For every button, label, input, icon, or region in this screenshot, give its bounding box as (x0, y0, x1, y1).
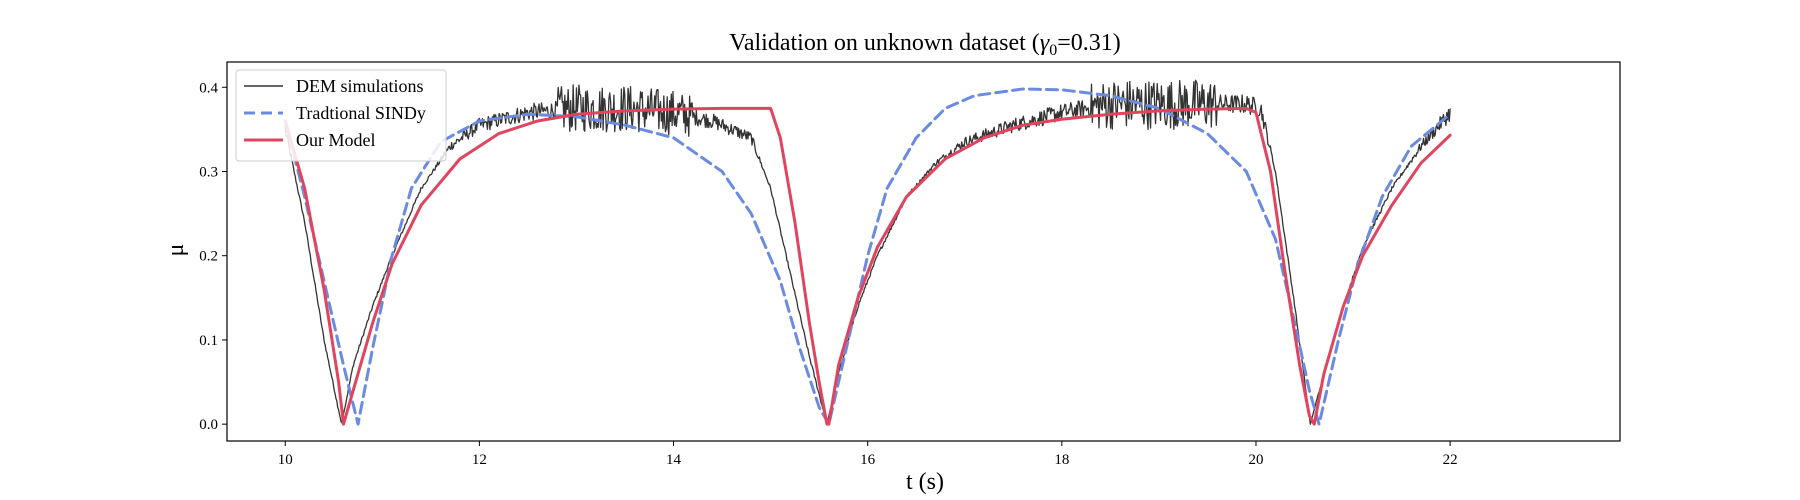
x-tick-label: 14 (666, 452, 682, 468)
chart-title-symbol: γ (1040, 30, 1050, 56)
y-tick-label: 0.3 (199, 164, 218, 180)
series-line-3 (283, 106, 1452, 426)
y-axis-label: μ (163, 244, 189, 257)
x-tick-label: 16 (860, 452, 876, 468)
x-tick-label: 12 (472, 452, 487, 468)
chart-title: Validation on unknown dataset (γ0=0.31) (729, 30, 1121, 59)
legend-label-3: Our Model (296, 130, 376, 150)
legend-label-2: Tradtional SINDy (296, 103, 426, 123)
chart-title-suffix: =0.31) (1057, 30, 1121, 56)
plot-area (226, 61, 1621, 442)
x-tick-label: 20 (1248, 452, 1263, 468)
legend-label-1: DEM simulations (296, 76, 424, 96)
y-axis-ticks: 0.0 0.1 0.2 0.3 0.4 (199, 80, 227, 433)
chart-title-prefix: Validation on unknown dataset ( (729, 30, 1040, 56)
series-line-2 (283, 87, 1452, 426)
series-layer (283, 79, 1452, 426)
legend-box (235, 69, 447, 162)
y-tick-label: 0.2 (199, 249, 218, 265)
legend: DEM simulations Tradtional SINDy Our Model (235, 69, 447, 162)
y-tick-label: 0.1 (199, 333, 218, 349)
chart-title-subscript: 0 (1049, 42, 1057, 59)
x-tick-label: 10 (278, 452, 293, 468)
x-axis-ticks: 10 12 14 16 18 20 22 (278, 441, 1458, 468)
x-tick-label: 22 (1443, 452, 1458, 468)
y-tick-label: 0.4 (199, 80, 218, 96)
x-tick-label: 18 (1054, 452, 1069, 468)
y-tick-label: 0.0 (199, 417, 218, 433)
x-axis-label: t (s) (906, 469, 944, 495)
